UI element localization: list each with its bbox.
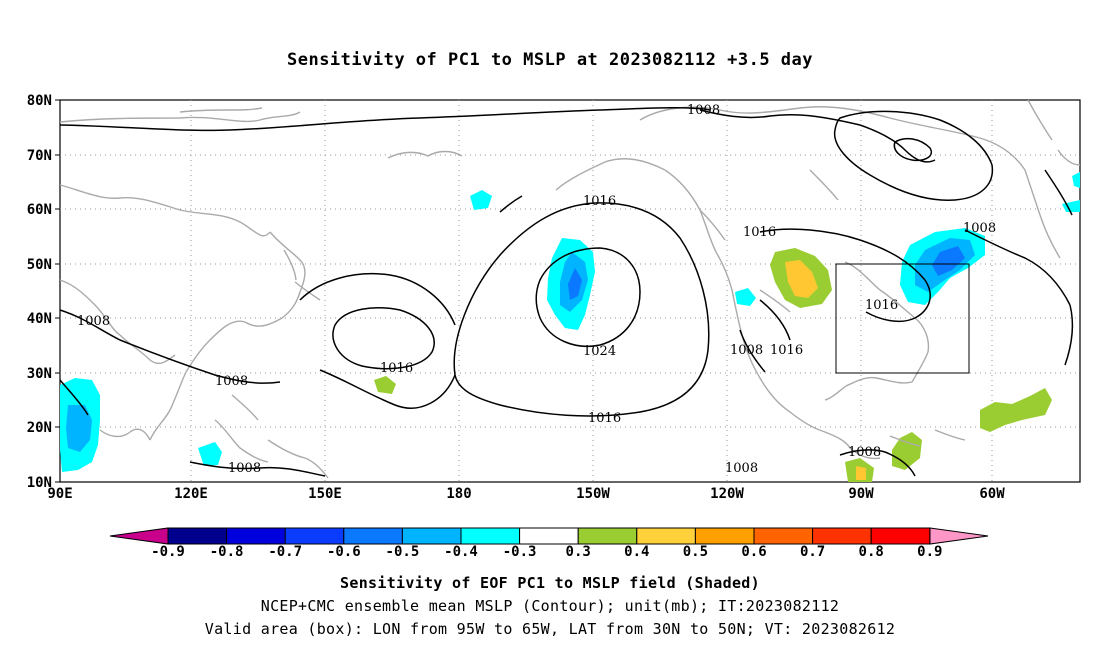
lat-label: 60N xyxy=(27,202,52,218)
colorbar-cell xyxy=(636,527,696,545)
contour-label: 1008 xyxy=(77,314,110,329)
contour-label: 1008 xyxy=(730,343,763,358)
colorbar-label: -0.3 xyxy=(503,544,537,560)
colorbar-label: -0.5 xyxy=(386,544,420,560)
colorbar-label: 0.4 xyxy=(624,544,649,560)
lat-label: 40N xyxy=(27,311,52,327)
contour-label: 1008 xyxy=(963,221,996,236)
contour-label: 1016 xyxy=(770,343,803,358)
colorbar-cell xyxy=(284,527,345,545)
colorbar-label: -0.8 xyxy=(210,544,244,560)
page-title: Sensitivity of PC1 to MSLP at 2023082112… xyxy=(286,50,813,70)
lon-label: 90E xyxy=(47,486,72,502)
shaded-areas xyxy=(60,172,1080,482)
colorbar-cell xyxy=(577,527,638,545)
shade-negative-small-4 xyxy=(1072,172,1080,188)
shade-negative-east-canada-inner xyxy=(932,246,965,276)
colorbar: -0.9 -0.8 -0.7 -0.6 -0.5 -0.4 -0.3 0.3 0.4 0.5 0.6… xyxy=(109,527,989,560)
lat-axis: 80N 70N 60N 50N 40N 30N 20N 10N xyxy=(27,93,52,491)
caption-contour: NCEP+CMC ensemble mean MSLP (Contour); u… xyxy=(260,597,840,615)
shade-negative-small-1 xyxy=(470,190,492,210)
colorbar-label: 0.7 xyxy=(800,544,825,560)
contour-label: 1008 xyxy=(725,461,758,476)
colorbar-cell xyxy=(870,527,931,545)
contour-label: 1024 xyxy=(583,344,616,359)
colorbar-label: 0.9 xyxy=(917,544,942,560)
colorbar-label: -0.4 xyxy=(444,544,478,560)
colorbar-label: -0.7 xyxy=(268,544,302,560)
lat-label: 20N xyxy=(27,420,52,436)
lon-label: 120E xyxy=(174,486,208,502)
contour-label: 1016 xyxy=(380,361,413,376)
colorbar-low-end xyxy=(109,527,169,545)
shade-positive-central-america-core xyxy=(856,466,866,480)
map-panel: 1008 1016 1016 1008 1008 1016 1008 1008 … xyxy=(27,93,1081,502)
colorbar-cell xyxy=(519,527,579,545)
shade-negative-small-3 xyxy=(198,442,222,466)
colorbar-high-end xyxy=(929,527,989,545)
valid-area-box xyxy=(835,263,970,374)
lat-label: 70N xyxy=(27,148,52,164)
contour-labels: 1008 1016 1016 1008 1008 1016 1008 1008 … xyxy=(77,103,996,476)
contour-label: 1008 xyxy=(215,374,248,389)
contour-label: 1016 xyxy=(865,298,898,313)
shade-negative-west-pacific-core xyxy=(66,405,92,452)
shade-negative-central-pacific-inner xyxy=(568,268,582,300)
colorbar-cell xyxy=(460,527,521,545)
colorbar-cell xyxy=(753,527,814,545)
lat-label: 10N xyxy=(27,475,52,491)
lon-axis: 90E 120E 150E 180 150W 120W 90W 60W xyxy=(47,486,1005,502)
lat-ticks xyxy=(55,99,60,483)
contour-label: 1016 xyxy=(588,411,621,426)
caption-shaded: Sensitivity of EOF PC1 to MSLP field (Sh… xyxy=(340,574,760,592)
lon-label: 60W xyxy=(979,486,1005,502)
colorbar-cell xyxy=(343,527,403,545)
colorbar-label: 0.5 xyxy=(683,544,708,560)
colorbar-label: -0.6 xyxy=(327,544,361,560)
colorbar-cell xyxy=(694,527,755,545)
lat-label: 30N xyxy=(27,366,52,382)
shade-positive-west-us-core xyxy=(785,260,818,298)
lat-label: 80N xyxy=(27,93,52,109)
colorbar-cell xyxy=(401,527,462,545)
caption-valid-area: Valid area (box): LON from 95W to 65W, L… xyxy=(204,620,896,638)
contour-label: 1008 xyxy=(848,445,881,460)
contour-label: 1008 xyxy=(687,103,720,118)
shade-positive-west-pacific xyxy=(374,376,396,394)
colorbar-cell xyxy=(167,527,228,545)
colorbar-cell xyxy=(812,527,872,545)
colorbar-label: 0.8 xyxy=(859,544,884,560)
contour-label: 1016 xyxy=(743,225,776,240)
contour-label: 1008 xyxy=(228,461,261,476)
lon-label: 150E xyxy=(308,486,342,502)
shade-positive-atlantic xyxy=(980,388,1052,432)
colorbar-label: -0.9 xyxy=(151,544,185,560)
lon-label: 120W xyxy=(710,486,744,502)
lat-label: 50N xyxy=(27,257,52,273)
lon-label: 180 xyxy=(446,486,471,502)
colorbar-label: 0.3 xyxy=(566,544,591,560)
shade-positive-caribbean xyxy=(892,432,922,470)
lon-label: 150W xyxy=(576,486,610,502)
contour-label: 1016 xyxy=(583,194,616,209)
mslp-contours xyxy=(59,106,1074,477)
shade-negative-small-2 xyxy=(735,288,756,306)
colorbar-cell xyxy=(226,527,286,545)
lon-label: 90W xyxy=(848,486,874,502)
colorbar-label: 0.6 xyxy=(741,544,766,560)
